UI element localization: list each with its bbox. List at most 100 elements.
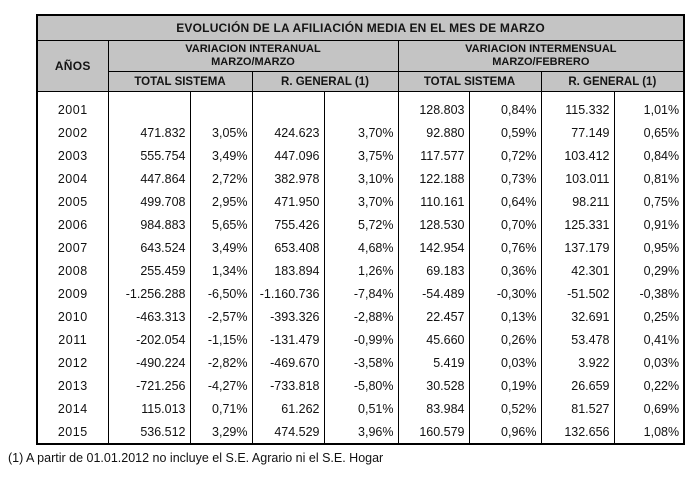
percent-cell: 0,81%	[613, 167, 685, 190]
value-cell: 30.528	[397, 374, 470, 397]
value-cell: 22.457	[397, 305, 470, 328]
table-row: 2012 -490.224 -2,82% -469.670 -3,58% 5.419 0,0…	[36, 351, 685, 374]
year-cell: 2007	[36, 236, 109, 259]
percent-cell: 5,65%	[189, 213, 253, 236]
percent-cell: 3,70%	[323, 190, 399, 213]
value-cell: 447.096	[251, 144, 325, 167]
percent-cell: -3,58%	[323, 351, 399, 374]
value-cell: 83.984	[397, 397, 470, 420]
year-cell: 2014	[36, 397, 109, 420]
percent-cell: 1,34%	[189, 259, 253, 282]
value-cell: 3.922	[540, 351, 615, 374]
value-cell: -51.502	[540, 282, 615, 305]
year-cell: 2002	[36, 121, 109, 144]
value-cell: 103.412	[540, 144, 615, 167]
value-cell	[251, 91, 325, 121]
percent-cell: -0,99%	[323, 328, 399, 351]
value-cell: 42.301	[540, 259, 615, 282]
table-row: 2005 499.708 2,95% 471.950 3,70% 110.161 0,64%…	[36, 190, 685, 213]
table-row: 2014 115.013 0,71% 61.262 0,51% 83.984 0,52% 81…	[36, 397, 685, 420]
value-cell: 77.149	[540, 121, 615, 144]
value-cell: 132.656	[540, 420, 615, 444]
table-row: 2009 -1.256.288 -6,50% -1.160.736 -7,84% -54.…	[36, 282, 685, 305]
year-cell: 2013	[36, 374, 109, 397]
group-interanual-label: VARIACION INTERANUAL	[185, 43, 321, 55]
value-cell: 643.524	[107, 236, 191, 259]
percent-cell: -2,57%	[189, 305, 253, 328]
afiliacion-table: EVOLUCIÓN DE LA AFILIACIÓN MEDIA EN EL M…	[36, 14, 686, 445]
table-header: EVOLUCIÓN DE LA AFILIACIÓN MEDIA EN EL M…	[36, 14, 685, 92]
percent-cell: -0,38%	[613, 282, 685, 305]
percent-cell: -7,84%	[323, 282, 399, 305]
percent-cell: 3,49%	[189, 144, 253, 167]
value-cell: 92.880	[397, 121, 470, 144]
value-cell	[107, 91, 191, 121]
value-cell: 115.332	[540, 91, 615, 121]
year-cell: 2011	[36, 328, 109, 351]
percent-cell: -4,27%	[189, 374, 253, 397]
percent-cell: 0,29%	[613, 259, 685, 282]
value-cell: 499.708	[107, 190, 191, 213]
percent-cell: 0,41%	[613, 328, 685, 351]
year-cell: 2001	[36, 91, 109, 121]
subheader-total-sistema-interanual: TOTAL SISTEMA	[107, 71, 253, 92]
year-cell: 2015	[36, 420, 109, 444]
value-cell: 447.864	[107, 167, 191, 190]
value-cell: -721.256	[107, 374, 191, 397]
group-interanual-sublabel: MARZO/MARZO	[211, 56, 295, 68]
value-cell: -490.224	[107, 351, 191, 374]
table-title: EVOLUCIÓN DE LA AFILIACIÓN MEDIA EN EL M…	[36, 14, 685, 41]
table-body: 2001 128.803 0,84% 115.332 1,01% 2002 471.832 3…	[36, 91, 685, 444]
value-cell: -733.818	[251, 374, 325, 397]
sub-header-row: TOTAL SISTEMA R. GENERAL (1) TOTAL SISTE…	[37, 71, 685, 92]
value-cell: -1.256.288	[107, 282, 191, 305]
value-cell: 255.459	[107, 259, 191, 282]
percent-cell: 0,59%	[468, 121, 542, 144]
percent-cell: -2,82%	[189, 351, 253, 374]
table-row: 2001 128.803 0,84% 115.332 1,01%	[36, 91, 685, 121]
value-cell: 755.426	[251, 213, 325, 236]
percent-cell	[189, 91, 253, 121]
value-cell: 536.512	[107, 420, 191, 444]
value-cell: 117.577	[397, 144, 470, 167]
value-cell: 69.183	[397, 259, 470, 282]
value-cell: 424.623	[251, 121, 325, 144]
percent-cell: 0,51%	[323, 397, 399, 420]
year-cell: 2004	[36, 167, 109, 190]
table-row: 2013 -721.256 -4,27% -733.818 -5,80% 30.528 0,…	[36, 374, 685, 397]
percent-cell: -5,80%	[323, 374, 399, 397]
value-cell: 137.179	[540, 236, 615, 259]
table-row: 2015 536.512 3,29% 474.529 3,96% 160.579 0,96%…	[36, 420, 685, 444]
percent-cell: 4,68%	[323, 236, 399, 259]
percent-cell: 0,75%	[613, 190, 685, 213]
percent-cell: 5,72%	[323, 213, 399, 236]
percent-cell: 3,05%	[189, 121, 253, 144]
value-cell: 81.527	[540, 397, 615, 420]
value-cell: 32.691	[540, 305, 615, 328]
percent-cell: 3,10%	[323, 167, 399, 190]
percent-cell: 0,65%	[613, 121, 685, 144]
value-cell: 653.408	[251, 236, 325, 259]
value-cell: -131.479	[251, 328, 325, 351]
value-cell: 128.530	[397, 213, 470, 236]
percent-cell: 0,13%	[468, 305, 542, 328]
percent-cell: 3,96%	[323, 420, 399, 444]
percent-cell: -1,15%	[189, 328, 253, 351]
group-header-interanual: VARIACION INTERANUAL MARZO/MARZO	[107, 40, 399, 72]
percent-cell: 0,36%	[468, 259, 542, 282]
year-cell: 2010	[36, 305, 109, 328]
percent-cell: 0,69%	[613, 397, 685, 420]
subheader-r-general-intermensual: R. GENERAL (1)	[540, 71, 685, 92]
percent-cell: 0,73%	[468, 167, 542, 190]
percent-cell: 0,84%	[468, 91, 542, 121]
percent-cell: 1,01%	[613, 91, 685, 121]
year-cell: 2006	[36, 213, 109, 236]
table-row: 2008 255.459 1,34% 183.894 1,26% 69.183 0,36% 4…	[36, 259, 685, 282]
table-row: 2007 643.524 3,49% 653.408 4,68% 142.954 0,76%…	[36, 236, 685, 259]
percent-cell: 0,70%	[468, 213, 542, 236]
value-cell: 128.803	[397, 91, 470, 121]
group-header-row: AÑOS VARIACION INTERANUAL MARZO/MARZO VA…	[36, 40, 685, 92]
title-row: EVOLUCIÓN DE LA AFILIACIÓN MEDIA EN EL M…	[36, 14, 685, 41]
percent-cell: 1,26%	[323, 259, 399, 282]
